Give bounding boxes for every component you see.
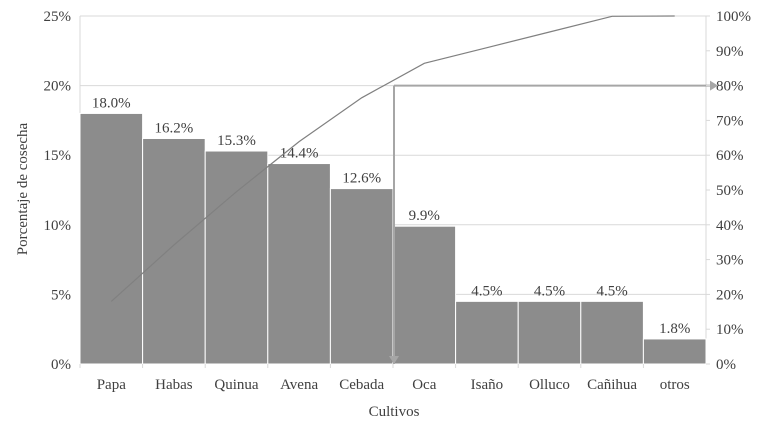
data-label: 9.9% [409, 208, 440, 224]
data-label: 4.5% [534, 283, 565, 299]
bar-cebada [329, 188, 394, 365]
x-tick-label: Habas [155, 377, 193, 393]
threshold-80-marker [389, 80, 718, 364]
y-tick-label: 5% [51, 287, 71, 303]
y2-tick-label: 70% [716, 113, 744, 129]
data-label: 4.5% [596, 283, 627, 299]
y2-tick-label: 90% [716, 44, 744, 60]
bar-isaño [455, 300, 519, 365]
bar-oca [392, 225, 457, 365]
y-tick-label: 20% [44, 79, 72, 95]
y2-tick-label: 20% [716, 287, 744, 303]
x-tick-label: otros [660, 377, 690, 393]
y2-tick-label: 80% [716, 79, 744, 95]
bars [79, 112, 707, 365]
bar-quinua [204, 150, 269, 365]
threshold-arrow-right [710, 80, 718, 91]
y-axis-title: Porcentaje de cosecha [15, 122, 31, 255]
y2-tick-label: 50% [716, 183, 744, 199]
data-label: 1.8% [659, 321, 690, 337]
y2-tick-label: 10% [716, 322, 744, 338]
x-tick-label: Quinua [214, 377, 259, 393]
x-tick-label: Isaño [471, 377, 504, 393]
data-label: 16.2% [155, 120, 194, 136]
x-tick-label: Cebada [339, 377, 384, 393]
y2-tick-label: 100% [716, 9, 751, 25]
x-axis-title: Cultivos [369, 404, 420, 420]
bar-cañihua [580, 300, 644, 365]
y-axis-left-ticks: 0% 5% 10% 15% 20% 25% [44, 9, 72, 373]
bar-avena [267, 163, 331, 365]
data-label: 14.4% [280, 146, 319, 162]
cumulative-line [110, 15, 675, 302]
y2-tick-label: 30% [716, 253, 744, 269]
y-tick-label: 15% [44, 148, 72, 164]
x-tick-label: Papa [97, 377, 127, 393]
bar-otros [642, 338, 707, 365]
data-label: 4.5% [471, 283, 502, 299]
bar-habas [142, 137, 206, 365]
bar-olluco [517, 300, 582, 365]
threshold-arrow-down [389, 356, 399, 364]
x-tick-label: Oca [412, 377, 436, 393]
x-tick-label: Avena [280, 377, 318, 393]
data-label: 18.0% [92, 95, 131, 111]
x-tick-label: Cañihua [587, 377, 637, 393]
y2-tick-label: 60% [716, 148, 744, 164]
data-label: 12.6% [342, 171, 381, 187]
data-label: 15.3% [217, 133, 256, 149]
y2-tick-label: 0% [716, 357, 736, 373]
x-axis-ticks: Papa Habas Quinua Avena Cebada Oca Isaño Olluco… [79, 364, 690, 393]
y-tick-label: 25% [44, 9, 72, 25]
x-tick-label: Olluco [529, 377, 570, 393]
bar-papa [79, 112, 144, 365]
y-tick-label: 10% [44, 218, 72, 234]
y-tick-label: 0% [51, 357, 71, 373]
y-axis-right-ticks: 0% 10% 20% 30% 40% 50% 60% 70% 80% 90% 100% [706, 9, 751, 373]
y2-tick-label: 40% [716, 218, 744, 234]
data-labels: 18.0% 16.2% 15.3% 14.4% 12.6% 9.9% 4.5% 4.5% 4.5… [92, 95, 690, 337]
